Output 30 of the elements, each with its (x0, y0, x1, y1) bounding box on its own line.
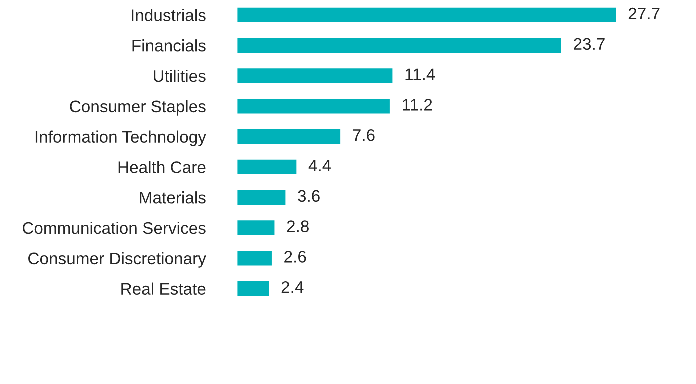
bar (237, 128, 342, 146)
bar (237, 188, 288, 206)
bar (237, 158, 298, 176)
bar (237, 219, 276, 237)
bar (237, 36, 563, 54)
bar (237, 98, 392, 116)
data-label: 11.2 (403, 99, 432, 111)
bar (237, 280, 271, 298)
data-label: 27.7 (628, 8, 660, 20)
data-label: 2.6 (284, 251, 306, 263)
y-tick-label: Communication Services (22, 222, 206, 234)
data-label: 23.7 (574, 38, 605, 50)
y-tick-label: Utilities (154, 70, 206, 82)
y-tick-label: Health Care (118, 161, 206, 174)
data-label: 11.4 (406, 68, 436, 80)
y-tick-label: Consumer Staples (70, 100, 206, 116)
y-tick-label: Information Technology (36, 130, 206, 146)
data-label: 4.4 (308, 160, 332, 172)
bar (237, 250, 274, 268)
data-label: 2.8 (287, 220, 309, 232)
y-tick-label: Consumer Discretionary (28, 252, 206, 268)
data-label: 3.6 (298, 190, 320, 202)
y-tick-label: Real Estate (122, 282, 206, 296)
data-label: 7.6 (353, 129, 375, 142)
data-label: 2.4 (282, 281, 304, 294)
y-tick-label: Materials (140, 192, 206, 204)
y-tick-label: Financials (132, 40, 206, 52)
bar (237, 6, 617, 24)
y-tick-label: Industrials (132, 9, 206, 22)
bar (237, 67, 394, 85)
